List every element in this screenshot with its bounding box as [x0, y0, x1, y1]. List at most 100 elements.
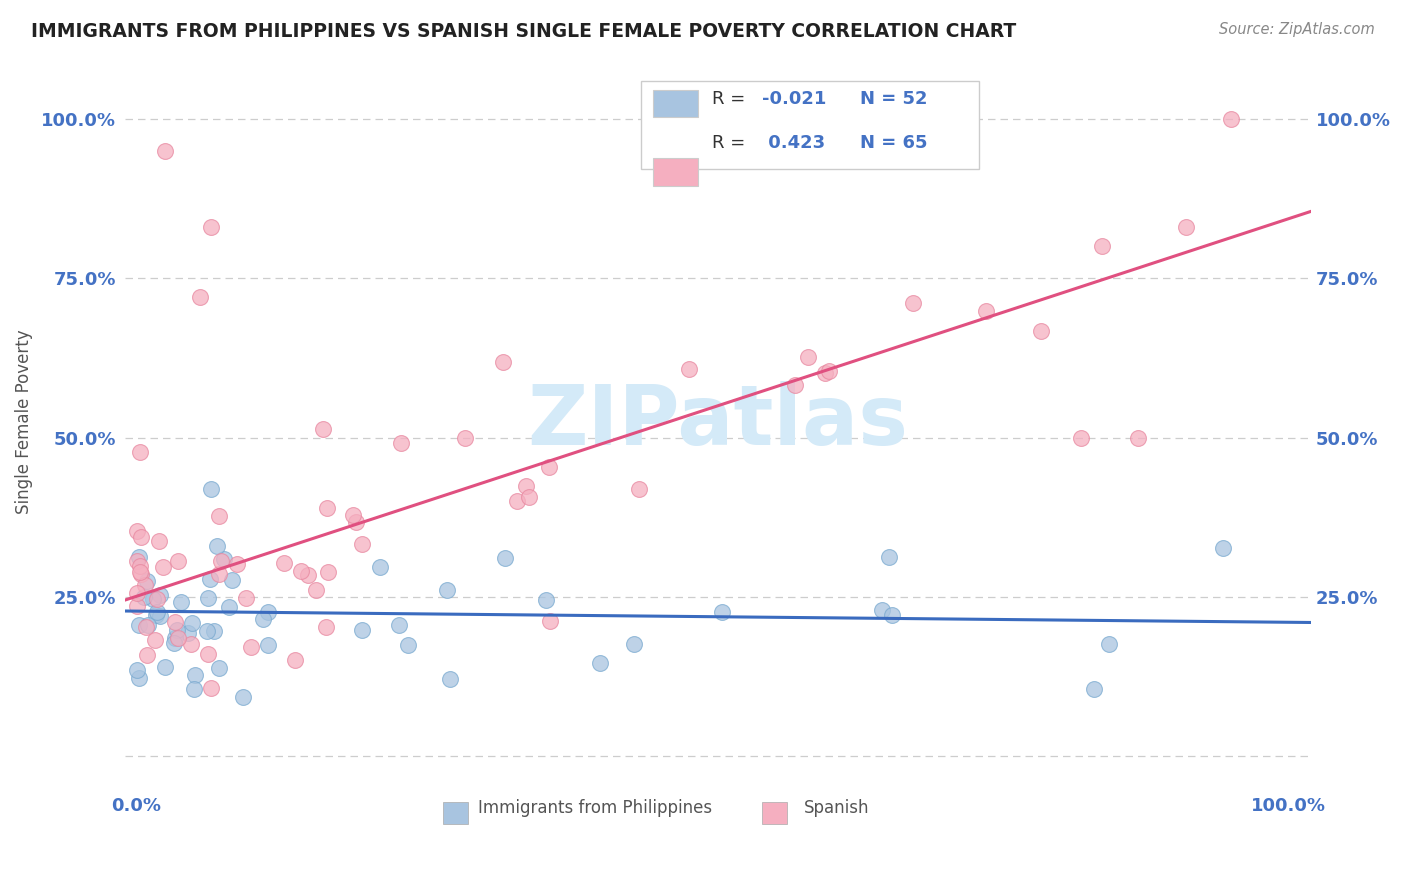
Point [135, 620, 157, 634]
Point [257, 638, 280, 652]
Point [169, 595, 191, 609]
Point [167, 632, 190, 646]
Text: R =: R = [711, 134, 751, 152]
Point [166, 553, 188, 567]
Point [127, 663, 149, 677]
Point [627, 482, 650, 496]
Point [177, 626, 200, 640]
Point [128, 549, 150, 564]
Point [396, 638, 419, 652]
Point [183, 681, 205, 696]
Point [149, 588, 172, 602]
Point [492, 355, 515, 369]
Text: R =: R = [711, 89, 751, 108]
Point [136, 574, 159, 588]
Point [148, 533, 170, 548]
Point [197, 647, 219, 661]
Point [342, 508, 364, 523]
Point [202, 624, 225, 639]
Point [388, 618, 411, 632]
Point [129, 530, 152, 544]
Point [128, 618, 150, 632]
Point [208, 661, 231, 675]
Point [1070, 431, 1092, 445]
Text: IMMIGRANTS FROM PHILIPPINES VS SPANISH SINGLE FEMALE POVERTY CORRELATION CHART: IMMIGRANTS FROM PHILIPPINES VS SPANISH S… [31, 22, 1017, 41]
Point [218, 600, 240, 615]
Point [538, 614, 561, 628]
Point [188, 290, 211, 304]
Point [350, 623, 373, 637]
Text: 0.423: 0.423 [762, 134, 825, 152]
Point [129, 559, 152, 574]
Point [305, 583, 328, 598]
Point [198, 572, 221, 586]
Point [315, 620, 337, 634]
Point [136, 617, 159, 632]
Point [180, 636, 202, 650]
Point [536, 593, 558, 607]
Point [232, 690, 254, 705]
Point [129, 445, 152, 459]
Point [135, 648, 157, 663]
Point [184, 667, 207, 681]
Point [515, 479, 537, 493]
Point [814, 366, 837, 380]
Point [974, 304, 997, 318]
Point [903, 296, 925, 310]
Point [1029, 324, 1052, 338]
Point [1098, 637, 1121, 651]
Text: Spanish: Spanish [804, 799, 870, 817]
Point [200, 220, 222, 235]
Point [872, 603, 894, 617]
Point [127, 524, 149, 539]
Point [212, 552, 235, 566]
Point [225, 558, 247, 572]
Point [494, 550, 516, 565]
Point [165, 632, 187, 646]
Point [163, 615, 186, 629]
Y-axis label: Single Female Poverty: Single Female Poverty [15, 329, 32, 514]
Point [505, 494, 527, 508]
Point [439, 672, 461, 686]
Point [195, 624, 218, 639]
Point [284, 652, 307, 666]
Text: Immigrants from Philippines: Immigrants from Philippines [478, 799, 713, 817]
Point [312, 422, 335, 436]
Point [149, 609, 172, 624]
Point [316, 501, 339, 516]
Point [127, 554, 149, 568]
Point [783, 378, 806, 392]
Point [128, 565, 150, 579]
Point [877, 549, 900, 564]
Point [142, 591, 165, 606]
Point [239, 640, 262, 655]
Point [163, 635, 186, 649]
Point [153, 144, 176, 158]
Point [235, 591, 257, 605]
Point [517, 491, 540, 505]
Point [181, 615, 204, 630]
Bar [652, 89, 697, 118]
Point [166, 623, 188, 637]
Point [134, 590, 156, 604]
Point [208, 567, 231, 582]
Point [197, 591, 219, 605]
Point [436, 582, 458, 597]
Point [1083, 681, 1105, 696]
Point [538, 459, 561, 474]
Point [678, 362, 700, 376]
Point [208, 509, 231, 524]
Point [290, 564, 312, 578]
Point [389, 435, 412, 450]
Text: -0.021: -0.021 [762, 89, 827, 108]
Point [152, 560, 174, 574]
Point [134, 578, 156, 592]
Text: N = 52: N = 52 [860, 89, 928, 108]
Point [146, 605, 169, 619]
Point [1128, 431, 1150, 445]
Point [145, 608, 167, 623]
Point [200, 482, 222, 496]
Point [205, 539, 228, 553]
Point [344, 516, 367, 530]
Point [710, 606, 733, 620]
